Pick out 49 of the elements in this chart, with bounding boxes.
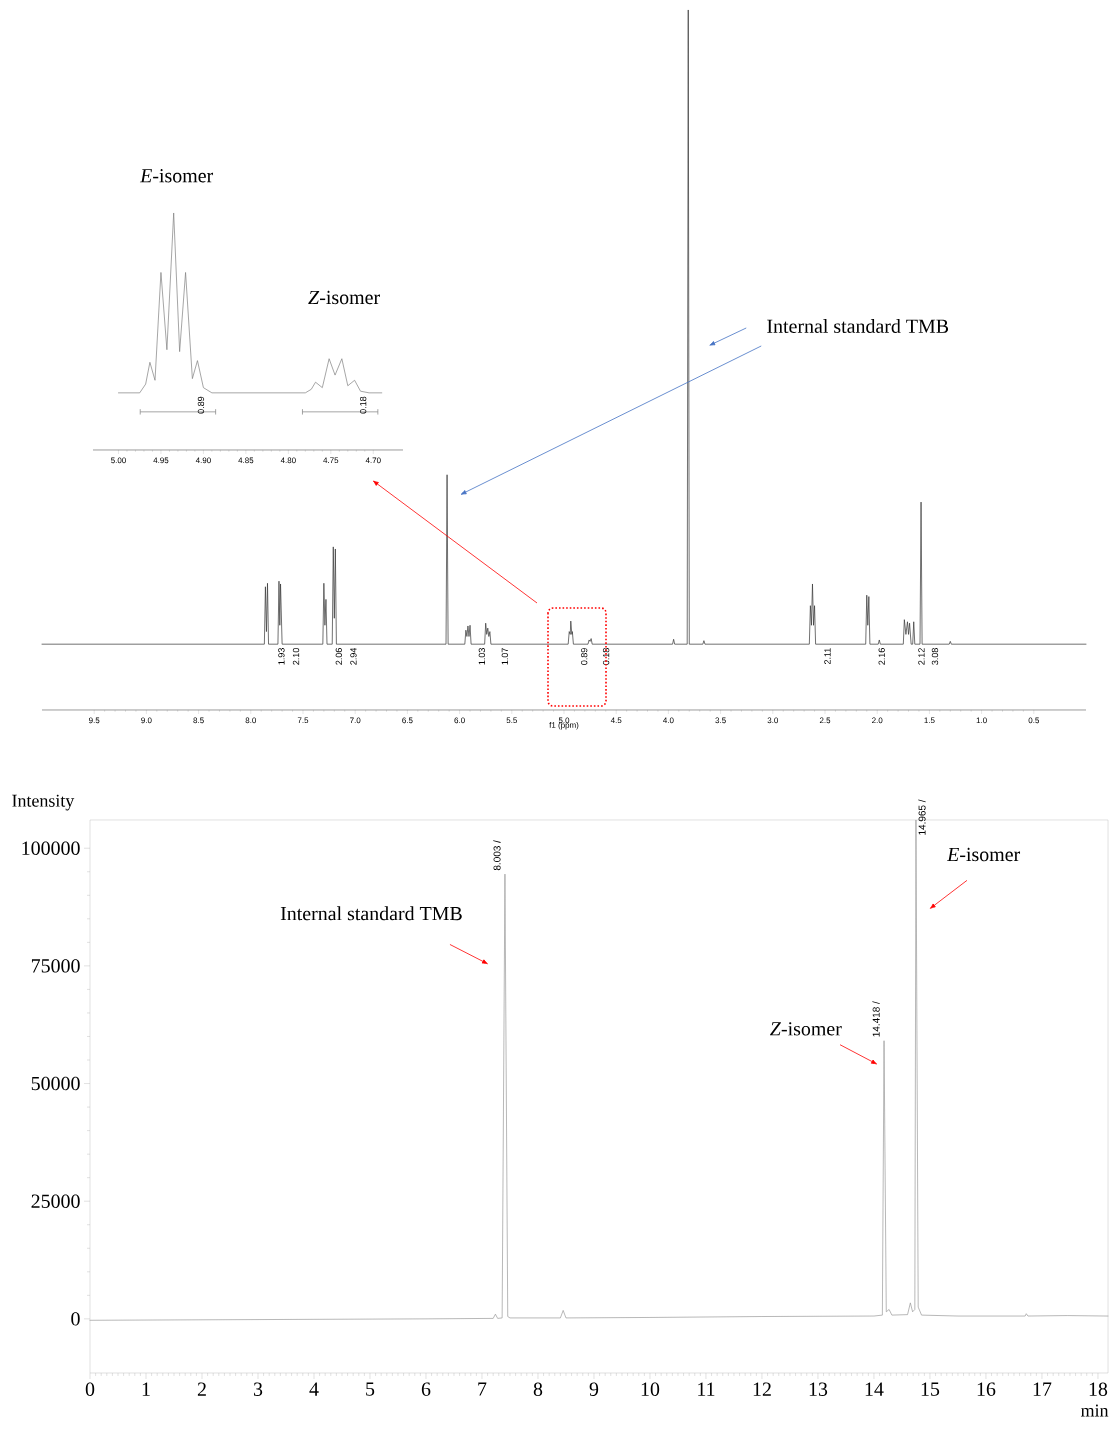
annotation: 8.003 /: [493, 840, 501, 871]
x-tick-label: 17: [1033, 1382, 1052, 1396]
annotation: 1.93: [278, 648, 285, 665]
x-tick-label: 0: [85, 1382, 95, 1396]
annotation: Z-isomer: [308, 290, 380, 305]
annotation: 2.06: [335, 648, 343, 665]
annotation: 2.94: [350, 647, 357, 665]
y-axis-title: Intensity: [12, 794, 75, 811]
annotation: 2.10: [292, 648, 300, 665]
annotation: 0.89: [197, 396, 205, 414]
annotation: E-isomer: [946, 847, 1021, 862]
annotation: 1.07: [501, 648, 509, 665]
x-tick-label: 5: [366, 1382, 375, 1396]
x-tick-label: 16: [977, 1382, 996, 1396]
x-tick-label: 11: [698, 1382, 715, 1396]
x-tick-label: 6: [421, 1382, 431, 1396]
annotation: 1.03: [478, 648, 486, 665]
x-tick-label: 9: [589, 1382, 599, 1396]
annotation: 3.08: [931, 648, 939, 665]
annotation: Z-isomer: [769, 1022, 842, 1036]
x-tick-label: 8: [533, 1382, 543, 1396]
annotation: 0.89: [581, 648, 588, 665]
x-tick-label: 12: [753, 1382, 771, 1396]
annotation: Internal standard TMB: [767, 318, 949, 333]
y-tick-label: 100000: [22, 841, 80, 855]
x-tick-label: 10: [641, 1382, 660, 1396]
x-tick-label: 13: [809, 1382, 828, 1396]
y-tick-label: 50000: [31, 1076, 80, 1091]
x-tick-label: 14: [865, 1382, 884, 1396]
annotation: 2.12: [918, 648, 925, 665]
x-axis-title: min: [1080, 1404, 1109, 1417]
x-tick-label: 4: [309, 1382, 319, 1396]
annotation: 14.965 /: [918, 799, 926, 835]
annotation: Internal standard TMB: [280, 906, 462, 921]
annotation: E-isomer: [139, 169, 214, 183]
x-tick-label: 15: [921, 1382, 940, 1396]
x-tick-label: 7: [478, 1382, 487, 1396]
y-tick-label: 0: [71, 1312, 80, 1326]
annotation: 0.18: [359, 396, 367, 414]
y-tick-label: 75000: [31, 959, 80, 973]
annotation: 2.11: [824, 648, 831, 665]
annotation: 0.18: [602, 648, 610, 665]
x-tick-label: 2: [197, 1382, 206, 1396]
y-tick-label: 25000: [31, 1194, 80, 1208]
annotation: 2.16: [878, 648, 885, 665]
annotation: 14.418 /: [872, 1001, 880, 1037]
x-tick-label: 18: [1089, 1382, 1108, 1396]
x-tick-label: 3: [253, 1382, 263, 1396]
x-tick-label: 1: [142, 1382, 150, 1396]
